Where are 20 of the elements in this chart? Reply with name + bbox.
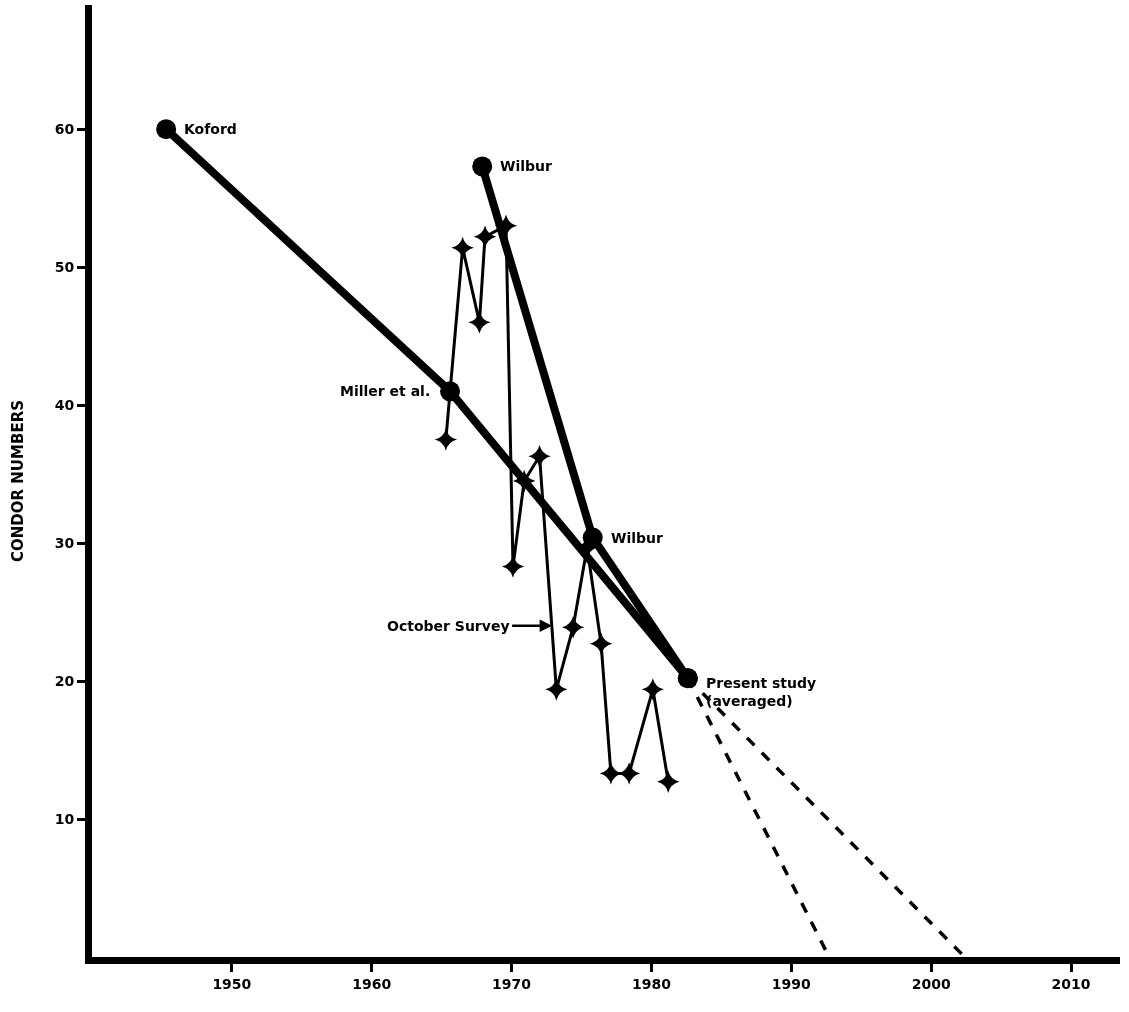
y-tick-label: 50 — [54, 259, 75, 276]
y-tick-label: 40 — [54, 397, 75, 414]
y-tick-label: 30 — [54, 534, 75, 551]
x-tick-label: 1960 — [352, 975, 392, 992]
y-tick-label: 10 — [54, 810, 75, 827]
x-tick-label: 1950 — [212, 975, 252, 992]
annotation: Koford — [184, 121, 237, 137]
y-axis-title: CONDOR NUMBERS — [8, 400, 27, 562]
annotation: October Survey — [387, 618, 510, 634]
y-tick-label: 20 — [54, 672, 75, 689]
x-tick-label: 1990 — [771, 975, 812, 992]
x-tick-label: 2010 — [1051, 975, 1091, 992]
annotation: Wilbur — [500, 158, 553, 174]
x-tick-label: 1980 — [631, 975, 672, 992]
y-tick-label: 60 — [54, 121, 75, 138]
x-tick-label: 2000 — [911, 975, 951, 992]
annotation: Present study (averaged) — [706, 675, 817, 710]
annotation: Wilbur — [611, 530, 664, 546]
annotation: Miller et al. — [340, 383, 431, 399]
x-tick-label: 1970 — [492, 975, 532, 992]
